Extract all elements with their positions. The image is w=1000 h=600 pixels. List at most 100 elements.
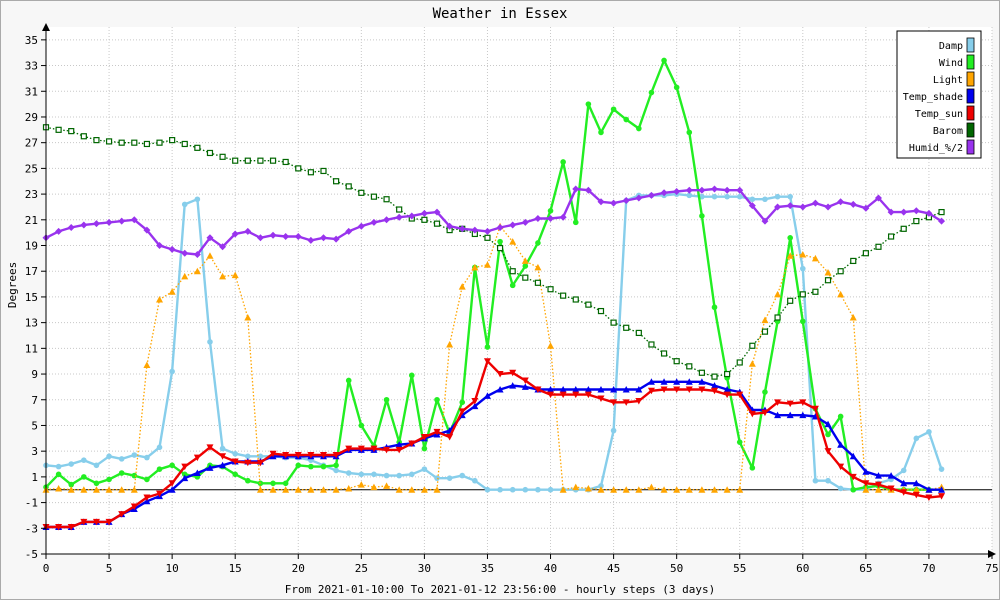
data-point [837, 268, 844, 275]
data-point [408, 471, 415, 478]
data-point [106, 453, 112, 460]
data-point [622, 399, 630, 406]
data-point [420, 209, 428, 217]
data-point [622, 385, 630, 393]
data-point [256, 459, 264, 467]
data-point [736, 391, 744, 399]
data-point [144, 476, 150, 483]
data-point [837, 198, 845, 206]
data-point [572, 296, 579, 303]
data-point [724, 370, 731, 378]
data-point [131, 452, 138, 458]
data-point [748, 410, 756, 418]
data-point [572, 391, 580, 399]
data-point [560, 159, 566, 165]
data-point [193, 454, 201, 462]
data-point [55, 471, 62, 478]
data-point [319, 486, 327, 493]
data-point [711, 387, 719, 395]
data-point [408, 212, 416, 220]
data-point [80, 486, 88, 493]
data-point [584, 391, 592, 399]
data-point [926, 429, 932, 435]
data-point [270, 480, 276, 487]
data-point [370, 193, 378, 200]
data-point [496, 224, 504, 232]
x-tick-label: 45 [607, 562, 620, 575]
data-point [434, 475, 440, 481]
data-point [471, 402, 479, 410]
data-point [673, 358, 680, 365]
x-axis-arrow [988, 550, 996, 558]
data-point [459, 399, 466, 406]
legend-label: Temp_shade [903, 92, 963, 103]
data-point [874, 481, 882, 489]
legend-label: Damp [939, 41, 963, 52]
data-point [93, 137, 100, 144]
y-tick-label: 13 [25, 317, 38, 330]
data-point [874, 472, 882, 479]
data-point [193, 267, 201, 275]
data-point [749, 342, 756, 349]
data-point [168, 486, 176, 493]
data-point [874, 486, 882, 493]
data-point [849, 200, 857, 208]
data-point [887, 485, 895, 492]
data-point [685, 486, 693, 493]
data-point [383, 196, 390, 203]
data-point [420, 486, 428, 493]
y-tick-label: 35 [25, 34, 38, 47]
data-point [207, 339, 213, 345]
data-point [900, 489, 908, 496]
data-point [673, 84, 680, 91]
data-point [421, 216, 428, 223]
data-point [345, 445, 353, 453]
data-point [786, 400, 794, 408]
data-point [825, 477, 831, 484]
data-point [547, 385, 555, 393]
data-point [446, 222, 454, 230]
data-point [396, 472, 402, 479]
series-temp-sun [42, 358, 946, 531]
data-point [660, 386, 668, 393]
data-point [118, 217, 126, 225]
data-point [332, 235, 340, 243]
data-point [522, 274, 529, 281]
data-point [699, 213, 705, 219]
data-point [900, 208, 908, 216]
data-point [181, 463, 189, 471]
data-point [282, 158, 289, 166]
data-point [282, 233, 290, 241]
data-point [55, 484, 63, 492]
data-point [547, 342, 555, 349]
data-point [421, 445, 428, 452]
data-point [748, 360, 756, 367]
data-point [799, 251, 807, 258]
data-point [370, 218, 378, 226]
data-point [421, 466, 428, 472]
data-point [925, 209, 933, 217]
data-point [181, 471, 188, 478]
data-point [168, 480, 176, 487]
data-point [849, 473, 857, 481]
data-point [887, 208, 895, 216]
data-point [496, 371, 504, 378]
data-point [774, 314, 781, 321]
data-point [295, 165, 302, 172]
x-tick-label: 75 [985, 562, 998, 575]
legend-label: Humid_%/2 [909, 143, 963, 154]
data-point [774, 399, 782, 406]
chart-title: Weather in Essex [433, 6, 568, 22]
data-point [256, 486, 264, 493]
data-point [206, 464, 214, 471]
data-point [584, 484, 592, 492]
data-point [786, 411, 794, 419]
data-point [206, 444, 214, 451]
data-point [105, 486, 113, 493]
data-point [837, 485, 844, 492]
data-point [774, 193, 781, 200]
data-point [623, 324, 630, 331]
data-point [711, 382, 719, 389]
legend-label: Light [933, 75, 963, 86]
data-point [269, 486, 277, 493]
